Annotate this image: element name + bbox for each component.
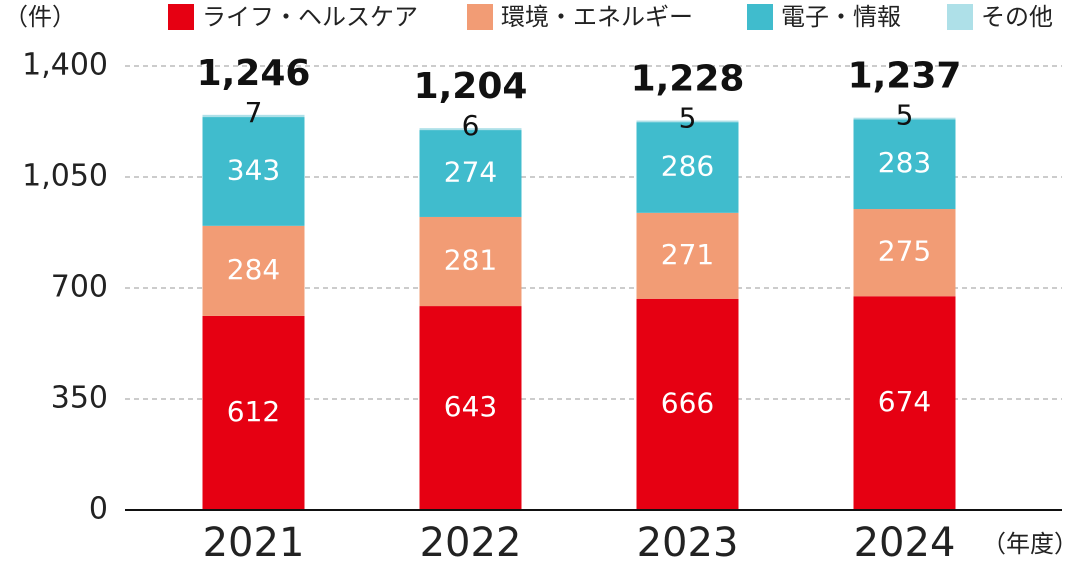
legend-swatch [947,4,973,30]
x-axis-unit: （年度） [982,530,1076,558]
segment-label: 271 [661,238,714,271]
segment-label: 281 [444,244,497,277]
segment-label: 343 [227,153,280,186]
total-label: 1,237 [848,56,962,97]
legend-label: その他 [981,3,1053,31]
legend-swatch [467,4,493,30]
legend-label: ライフ・ヘルスケア [202,3,418,31]
segment-label: 5 [679,102,697,135]
total-label: 1,204 [414,66,528,107]
segment-label: 5 [896,99,914,132]
segment-label: 612 [227,395,280,428]
segment-label: 284 [227,253,280,286]
segment-label: 643 [444,390,497,423]
segment-label: 7 [245,96,263,129]
y-tick-label: 700 [51,270,108,305]
x-tick-label: 2022 [420,520,522,566]
y-axis-unit: （件） [4,3,76,31]
total-label: 1,246 [197,53,311,94]
y-tick-label: 1,400 [22,48,108,83]
legend-swatch [747,4,773,30]
segment-label: 283 [878,146,931,179]
segment-label: 674 [878,385,931,418]
legend-label: 電子・情報 [781,3,901,31]
segment-label: 274 [444,156,497,189]
y-tick-label: 0 [89,492,108,527]
legend-swatch [168,4,194,30]
y-tick-label: 1,050 [22,159,108,194]
legend-label: 環境・エネルギー [501,3,693,31]
x-tick-label: 2021 [203,520,305,566]
segment-label: 286 [661,149,714,182]
x-tick-label: 2024 [854,520,956,566]
y-tick-label: 350 [51,381,108,416]
segment-label: 6 [462,109,480,142]
x-tick-label: 2023 [637,520,739,566]
total-label: 1,228 [631,59,745,100]
segment-label: 666 [661,386,714,419]
segment-label: 275 [878,235,931,268]
